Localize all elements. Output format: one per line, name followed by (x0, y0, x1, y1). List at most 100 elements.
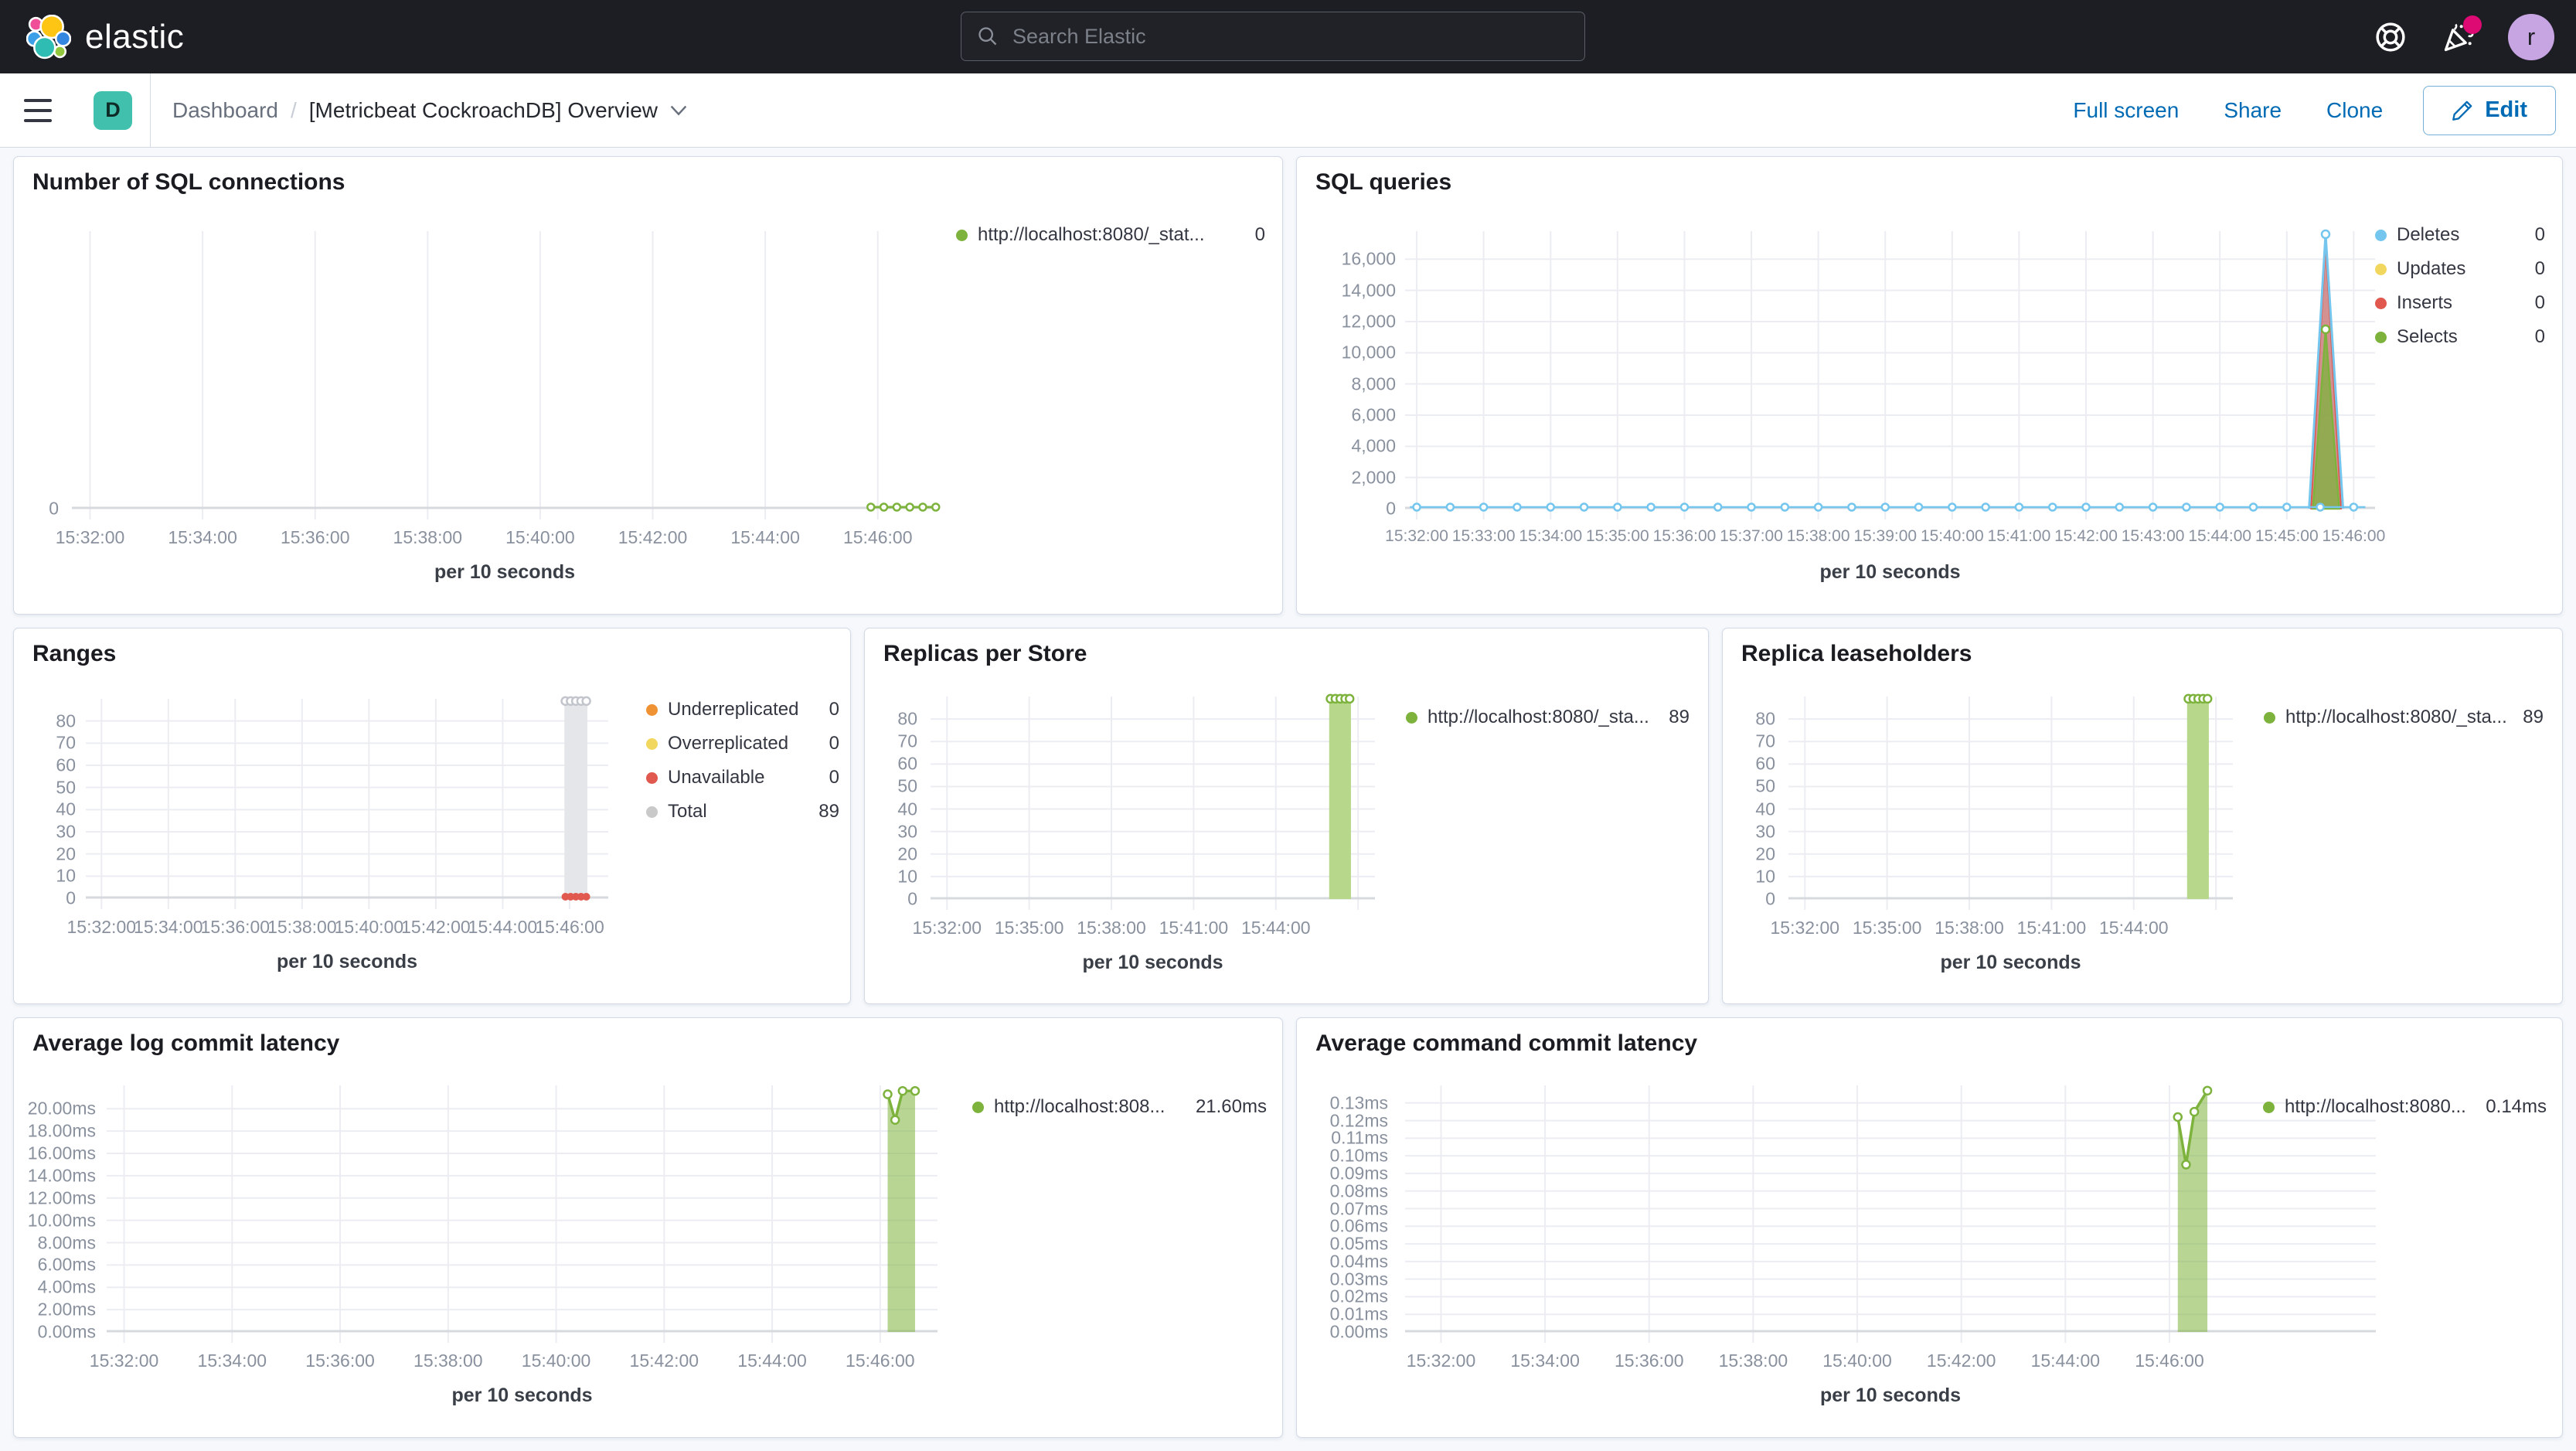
legend-item[interactable]: Overreplicated 0 (646, 731, 839, 757)
sql-queries-legend: Deletes 0 Updates 0 Inserts 0 Selects 0 (2375, 222, 2545, 358)
legend-item[interactable]: Selects 0 (2375, 324, 2545, 350)
legend-item[interactable]: http://localhost:808... 21.60ms (972, 1094, 1267, 1120)
legend-item[interactable]: Total 89 (646, 799, 839, 825)
y-tick-label: 8,000 (1351, 373, 1396, 394)
y-tick-label: 70 (56, 732, 76, 753)
x-tick-label: 15:39:00 (1853, 527, 1918, 545)
y-tick-label: 30 (897, 821, 917, 842)
breadcrumb-dashboard[interactable]: Dashboard (172, 97, 278, 122)
x-tick-label: 15:42:00 (2054, 527, 2118, 545)
replica-leaseholders-plot (1788, 693, 2233, 910)
replica-leaseholders-legend: http://localhost:8080/_sta... 89 (2264, 704, 2544, 738)
replicas-per-store-plot (931, 693, 1375, 910)
newsfeed-icon[interactable] (2440, 15, 2482, 56)
x-tick-label: 15:44:00 (730, 527, 800, 547)
panel-title: Replica leaseholders (1741, 641, 1972, 666)
y-tick-label: 0.08ms (1329, 1180, 1388, 1201)
x-axis-title: per 10 seconds (434, 561, 576, 583)
x-tick-label: 15:41:00 (1159, 918, 1229, 938)
share-button[interactable]: Share (2219, 97, 2286, 124)
legend-label: Total (668, 801, 707, 822)
dashboard-app-badge[interactable]: D (94, 90, 132, 130)
legend-item[interactable]: http://localhost:8080/_stat... 0 (956, 222, 1265, 248)
full-screen-button[interactable]: Full screen (2068, 97, 2183, 124)
legend-item[interactable]: Unavailable 0 (646, 765, 839, 791)
menu-icon[interactable] (0, 73, 76, 147)
y-tick-label: 8.00ms (37, 1232, 96, 1253)
breadcrumb-current[interactable]: [Metricbeat CockroachDB] Overview (309, 98, 687, 123)
legend-label: Selects (2397, 326, 2458, 347)
panel-title: Ranges (32, 641, 117, 666)
y-tick-label: 60 (56, 754, 76, 775)
x-tick-label: 15:41:00 (2016, 918, 2087, 938)
y-tick-label: 0 (49, 498, 59, 519)
replicas-per-store-legend: http://localhost:8080/_sta... 89 (1406, 704, 1690, 738)
panel-replicas-per-store: Replicas per Store 80 70 60 50 40 30 20 10 0 15:3… (864, 628, 1709, 1004)
sql-connections-legend: http://localhost:8080/_stat... 0 (956, 222, 1265, 256)
y-tick-label: 0.05ms (1329, 1233, 1388, 1254)
app-badge-section: D (76, 73, 151, 147)
legend-item[interactable]: Underreplicated 0 (646, 697, 839, 723)
y-tick-label: 0.01ms (1329, 1303, 1388, 1324)
search-input[interactable] (1011, 23, 1584, 49)
legend-value: 0 (2534, 258, 2545, 279)
x-tick-label: 15:46:00 (2322, 527, 2386, 545)
y-tick-label: 30 (1755, 821, 1775, 842)
legend-item[interactable]: Deletes 0 (2375, 222, 2545, 248)
chevron-down-icon (670, 105, 687, 116)
panel-replica-leaseholders: Replica leaseholders 80 70 60 50 40 30 20 10 0 15… (1722, 628, 2563, 1004)
legend-value: 89 (2523, 707, 2544, 727)
y-tick-label: 0.03ms (1329, 1269, 1388, 1289)
y-tick-label: 80 (897, 708, 917, 729)
avatar-initial: r (2527, 22, 2536, 50)
global-search[interactable] (961, 12, 1585, 61)
edit-button[interactable]: Edit (2423, 85, 2556, 135)
legend-value: 89 (1669, 707, 1690, 727)
x-tick-label: 15:35:00 (1585, 527, 1649, 545)
legend-value: 0 (2534, 292, 2545, 313)
x-tick-label: 15:42:00 (629, 1351, 699, 1371)
legend-dot-icon (2375, 331, 2387, 343)
legend-item[interactable]: http://localhost:8080/_sta... 89 (1406, 704, 1690, 731)
user-avatar[interactable]: r (2508, 13, 2554, 60)
search-icon (977, 26, 999, 47)
x-tick-label: 15:34:00 (1519, 527, 1583, 545)
y-tick-label: 70 (897, 731, 917, 751)
y-tick-label: 0.11ms (1331, 1127, 1388, 1148)
x-tick-label: 15:40:00 (1920, 527, 1984, 545)
y-tick-label: 2.00ms (37, 1299, 96, 1320)
x-tick-label: 15:38:00 (413, 1351, 483, 1371)
legend-value: 0 (1254, 224, 1265, 245)
toolbar-actions: Full screen Share Clone Edit (2068, 85, 2576, 135)
y-tick-label: 20.00ms (27, 1098, 96, 1119)
x-tick-label: 15:33:00 (1451, 527, 1516, 545)
y-tick-label: 4.00ms (37, 1276, 96, 1297)
y-tick-label: 60 (1755, 753, 1775, 774)
y-tick-label: 0.07ms (1329, 1198, 1388, 1218)
legend-item[interactable]: Inserts 0 (2375, 290, 2545, 316)
y-tick-label: 4,000 (1351, 435, 1396, 456)
legend-dot-icon (2375, 297, 2387, 309)
clone-button[interactable]: Clone (2322, 97, 2387, 124)
x-tick-label: 15:34:00 (197, 1351, 267, 1371)
elastic-logo[interactable]: elastic (26, 0, 184, 73)
help-icon[interactable] (2372, 19, 2409, 56)
y-tick-label: 16.00ms (27, 1143, 96, 1163)
y-tick-label: 40 (1755, 799, 1775, 819)
y-tick-label: 0.04ms (1329, 1251, 1388, 1272)
y-tick-label: 40 (897, 799, 917, 819)
avg-command-commit-latency-legend: http://localhost:8080... 0.14ms (2263, 1094, 2547, 1128)
avg-log-commit-latency-legend: http://localhost:808... 21.60ms (972, 1094, 1267, 1128)
x-tick-label: 15:34:00 (1510, 1351, 1580, 1371)
y-tick-label: 50 (56, 777, 76, 798)
x-tick-label: 15:40:00 (334, 917, 404, 937)
legend-dot-icon (646, 737, 658, 750)
panel-title: Average command commit latency (1315, 1030, 1698, 1056)
y-tick-label: 50 (897, 775, 917, 796)
y-tick-label: 16,000 (1341, 248, 1396, 269)
legend-item[interactable]: http://localhost:8080/_sta... 89 (2264, 704, 2544, 731)
legend-dot-icon (2375, 263, 2387, 275)
legend-item[interactable]: Updates 0 (2375, 256, 2545, 282)
legend-item[interactable]: http://localhost:8080... 0.14ms (2263, 1094, 2547, 1120)
y-tick-label: 0.12ms (1329, 1110, 1388, 1131)
